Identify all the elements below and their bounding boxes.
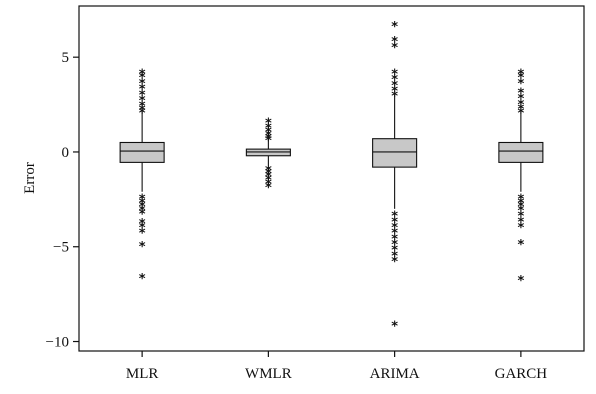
outlier-point: * [517, 98, 524, 113]
box-garch: ***************** [498, 67, 544, 289]
outlier-point: * [391, 244, 398, 259]
outlier-point: * [265, 174, 272, 189]
outlier-point: * [391, 255, 398, 270]
x-tick-label: MLR [126, 366, 159, 382]
x-axis: MLR WMLR ARIMA GARCH [126, 351, 547, 382]
outlier-point: * [139, 193, 146, 208]
outlier-point: * [517, 193, 524, 208]
outlier-point: * [517, 200, 524, 215]
y-axis-title: Error [22, 162, 38, 194]
outlier-point: * [391, 20, 398, 35]
boxes-layer: ****************************************… [119, 20, 544, 335]
outlier-point: * [517, 77, 524, 92]
outlier-point: * [139, 77, 146, 92]
outlier-point: * [391, 89, 398, 104]
y-axis: 5 0 −5 −10 [46, 50, 79, 351]
outlier-point: * [391, 210, 398, 225]
outlier-point: * [517, 92, 524, 107]
iqr-box [119, 141, 165, 163]
outlier-point: * [391, 67, 398, 82]
outlier-point: * [139, 71, 146, 86]
outlier-point: * [139, 208, 146, 223]
outlier-point: * [517, 86, 524, 101]
outlier-point: * [139, 106, 146, 121]
outlier-point: * [391, 249, 398, 264]
outlier-point: * [139, 100, 146, 115]
outlier-point: * [265, 125, 272, 140]
iqr-box [498, 141, 544, 163]
plot-area-frame [78, 5, 585, 352]
y-tick-label: −5 [53, 240, 69, 256]
outlier-point: * [517, 106, 524, 121]
outlier-point: * [517, 103, 524, 118]
outlier-point: * [391, 232, 398, 247]
outlier-point: * [139, 227, 146, 242]
outlier-point: * [517, 238, 524, 253]
outlier-point: * [265, 121, 272, 136]
outlier-point: * [265, 117, 272, 132]
outlier-point: * [265, 132, 272, 147]
outlier-point: * [139, 200, 146, 215]
outlier-point: * [139, 88, 146, 103]
outlier-point: * [139, 240, 146, 255]
outlier-point: * [391, 227, 398, 242]
outlier-point: * [517, 210, 524, 225]
x-tick-label: GARCH [495, 366, 548, 382]
outlier-point: * [517, 71, 524, 86]
outlier-point: * [265, 181, 272, 196]
x-tick-label: WMLR [245, 366, 292, 382]
outlier-point: * [139, 103, 146, 118]
outlier-point: * [391, 73, 398, 88]
outlier-point: * [391, 35, 398, 50]
outlier-point: * [265, 170, 272, 185]
iqr-box [372, 138, 418, 168]
outlier-point: * [139, 272, 146, 287]
outlier-point: * [391, 215, 398, 230]
outlier-point: * [391, 238, 398, 253]
outlier-point: * [139, 83, 146, 98]
outlier-point: * [517, 221, 524, 236]
outlier-point: * [265, 177, 272, 192]
outlier-point: * [517, 215, 524, 230]
outlier-point: * [391, 85, 398, 100]
y-tick-label: 0 [62, 145, 70, 161]
outlier-point: * [139, 94, 146, 109]
y-tick-label: 5 [62, 50, 70, 66]
outlier-point: * [139, 204, 146, 219]
outlier-point: * [265, 134, 272, 149]
outlier-point: * [265, 164, 272, 179]
y-tick-label: −10 [46, 335, 69, 351]
outlier-point: * [391, 320, 398, 335]
outlier-point: * [139, 196, 146, 211]
outlier-point: * [139, 221, 146, 236]
outlier-point: * [517, 274, 524, 289]
outlier-point: * [517, 196, 524, 211]
box-wmlr: ************ [245, 117, 291, 196]
outlier-point: * [139, 217, 146, 232]
outlier-point: * [391, 41, 398, 56]
box-mlr: ******************* [119, 67, 165, 287]
x-tick-label: ARIMA [370, 366, 420, 382]
outlier-point: * [517, 67, 524, 82]
outlier-point: * [265, 129, 272, 144]
outlier-point: * [517, 204, 524, 219]
outlier-point: * [391, 221, 398, 236]
outlier-point: * [139, 67, 146, 82]
box-arima: ****************** [372, 20, 418, 335]
outlier-point: * [391, 79, 398, 94]
outlier-point: * [265, 167, 272, 182]
